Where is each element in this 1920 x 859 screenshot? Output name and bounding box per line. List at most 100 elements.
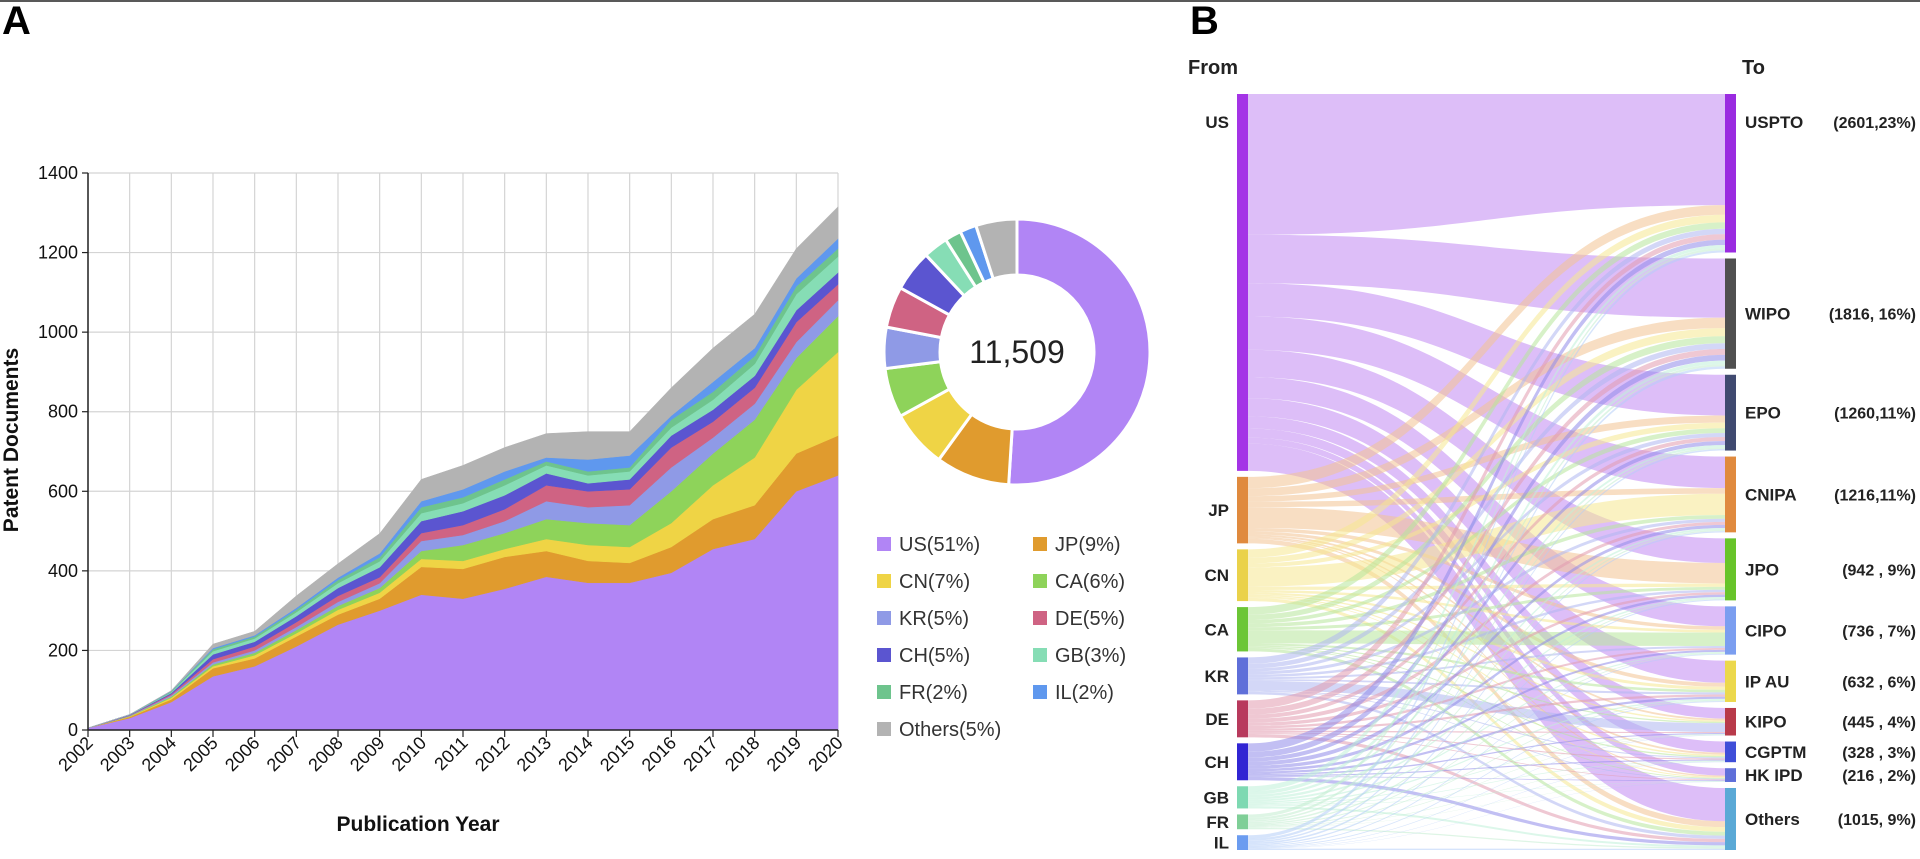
sankey-source-label: DE: [1205, 710, 1229, 729]
y-tick-label: 0: [68, 720, 78, 740]
sankey-target-value: (632 , 6%): [1842, 674, 1916, 691]
legend-swatch: [1033, 685, 1047, 699]
x-tick-label: 2011: [430, 733, 472, 775]
sankey-link-ca: [1248, 586, 1725, 631]
sankey-target-node: [1725, 94, 1736, 253]
sankey-link-fr: [1248, 781, 1725, 828]
sankey-link-ca: [1248, 222, 1725, 615]
sankey-nodes: US JP CN CA KR DE CH GB FR IL USPTO (2601,23%) WIPO (…: [1204, 94, 1916, 853]
sankey-link-gb: [1248, 444, 1725, 798]
sankey-link-ca: [1248, 648, 1725, 836]
sankey-link-jp: [1248, 538, 1725, 828]
sankey-link-gb: [1248, 596, 1725, 802]
sankey-link-gb: [1248, 244, 1725, 792]
sankey-link-fr: [1248, 364, 1725, 821]
x-tick-label: 2005: [179, 733, 221, 775]
legend-item: CA(6%): [1033, 571, 1125, 593]
sankey-link-il: [1248, 366, 1725, 841]
sankey-target-value: (2601,23%): [1833, 115, 1916, 132]
sankey-source-node: [1237, 743, 1248, 781]
sankey-target-node: [1725, 538, 1736, 601]
sankey-link-us: [1248, 377, 1725, 627]
sankey-link-ch: [1248, 776, 1725, 781]
x-tick-label: 2006: [221, 733, 263, 775]
sankey-link-gb: [1248, 528, 1725, 800]
sankey-target-value: (942 , 9%): [1842, 562, 1916, 579]
legend-label: FR(2%): [899, 682, 968, 704]
sankey-link-gb: [1248, 760, 1725, 807]
sankey-to-header: To: [1742, 57, 1765, 79]
sankey-from-header: From: [1188, 57, 1238, 79]
x-tick-label: 2012: [471, 733, 513, 775]
sankey-link-il: [1248, 531, 1725, 845]
sankey-link-kr: [1248, 433, 1725, 672]
donut-slice-others: [974, 217, 1019, 281]
sankey-link-de: [1248, 733, 1725, 781]
x-tick-label: 2002: [54, 733, 96, 775]
sankey-link-cn: [1248, 597, 1725, 832]
legend-swatch: [877, 685, 891, 699]
donut-chart: 11,509 US(51%) JP(9%) CN(7%) CA(6%) KR(5%) DE…: [877, 217, 1152, 741]
sankey-link-ch: [1248, 776, 1725, 846]
sankey-link-fr: [1248, 598, 1725, 825]
x-axis-title: Publication Year: [336, 813, 499, 836]
sankey-link-il: [1248, 781, 1725, 849]
sankey-target-value: (736 , 7%): [1842, 623, 1916, 640]
sankey-link-fr: [1248, 248, 1725, 818]
sankey-link-us: [1248, 416, 1725, 719]
sankey-link-ch: [1248, 440, 1725, 762]
y-axis-title: Patent Documents: [0, 348, 23, 532]
legend-item: CN(7%): [877, 571, 970, 593]
y-tick-label: 1000: [38, 322, 78, 342]
donut-legend: US(51%) JP(9%) CN(7%) CA(6%) KR(5%) DE(5%) CH(…: [877, 534, 1126, 741]
x-tick-label: 2008: [304, 733, 346, 775]
legend-swatch: [1033, 648, 1047, 662]
legend-label: US(51%): [899, 534, 980, 556]
sankey-source-node: [1237, 607, 1248, 652]
sankey-link-il: [1248, 761, 1725, 849]
legend-label: CN(7%): [899, 571, 970, 593]
legend-label: CH(5%): [899, 645, 970, 667]
sankey-target-value: (328 , 3%): [1842, 745, 1916, 762]
sankey-link-ca: [1248, 514, 1725, 628]
sankey-link-fr: [1248, 734, 1725, 828]
legend-item: Others(5%): [877, 719, 1001, 741]
sankey-link-fr: [1248, 653, 1725, 826]
donut-slice-us: [1007, 217, 1152, 487]
sankey-links: [1248, 94, 1725, 850]
x-tick-label: 2020: [804, 733, 846, 775]
sankey-source-label: GB: [1204, 788, 1230, 807]
x-tick-label: 2014: [554, 733, 596, 775]
sankey-link-cn: [1248, 214, 1725, 558]
sankey-link-jp: [1248, 537, 1725, 777]
sankey-link-ch: [1248, 759, 1725, 777]
legend-swatch: [877, 722, 891, 736]
legend-swatch: [877, 574, 891, 588]
sankey-target-node: [1725, 660, 1736, 702]
sankey-source-node: [1237, 657, 1248, 695]
sankey-source-label: FR: [1206, 813, 1229, 832]
sankey-link-kr: [1248, 690, 1725, 759]
sankey-source-label: JP: [1208, 501, 1229, 520]
sankey-link-il: [1248, 448, 1725, 843]
sankey-link-jp: [1248, 534, 1725, 721]
sankey-link-fr: [1248, 827, 1725, 849]
sankey-source-label: KR: [1204, 667, 1229, 686]
legend-item: IL(2%): [1033, 682, 1114, 704]
sankey-source-label: CN: [1204, 566, 1229, 585]
sankey-link-ch: [1248, 696, 1725, 774]
legend-swatch: [877, 537, 891, 551]
sankey-link-fr: [1248, 700, 1725, 827]
sankey-target-label: HK IPD: [1745, 766, 1803, 785]
legend-item: KR(5%): [877, 608, 969, 630]
legend-label: DE(5%): [1055, 608, 1125, 630]
x-tick-label: 2018: [721, 733, 763, 775]
sankey-link-us: [1248, 94, 1725, 235]
y-tick-label: 1400: [38, 163, 78, 183]
sankey-link-de: [1248, 647, 1725, 729]
sankey-source-node: [1237, 700, 1248, 738]
legend-item: JP(9%): [1033, 534, 1121, 556]
legend-label: JP(9%): [1055, 534, 1121, 556]
sankey-target-node: [1725, 456, 1736, 533]
